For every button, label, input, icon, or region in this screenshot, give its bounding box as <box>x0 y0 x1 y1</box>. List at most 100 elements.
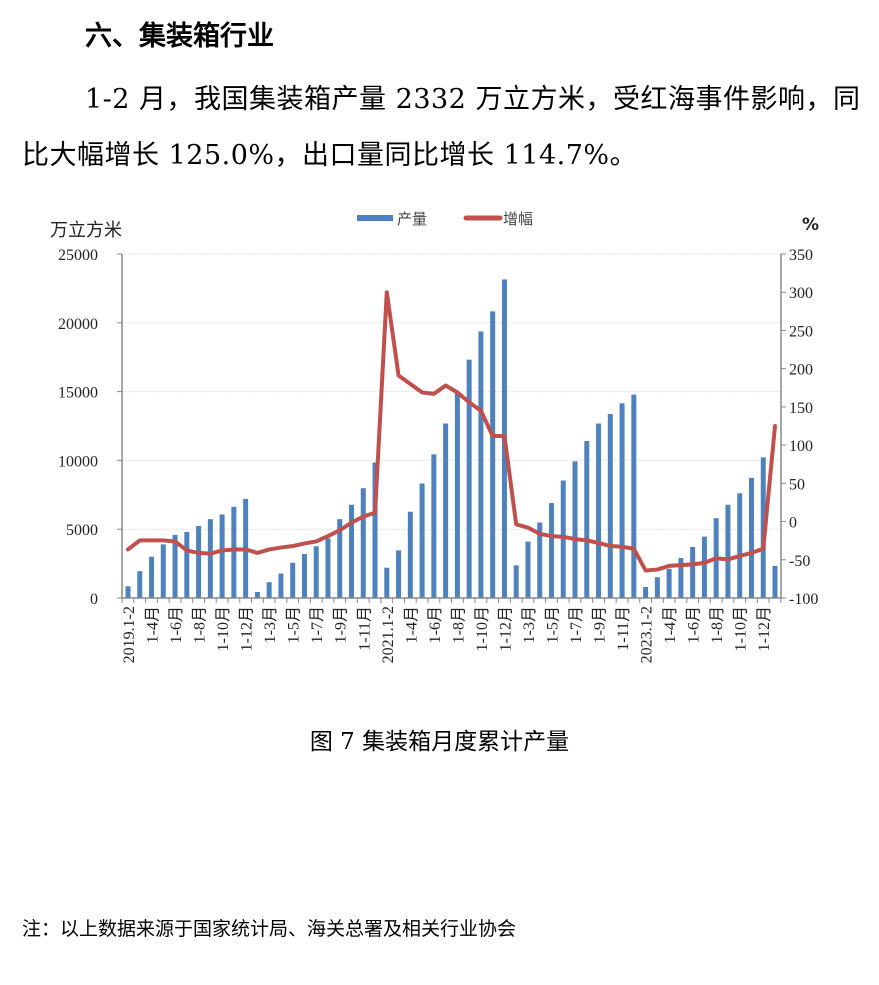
tick-labels: 0 5000 10000 15000 20000 25000 -100 -50 0 50 100 15… <box>58 247 818 663</box>
legend-bar-swatch <box>357 215 393 221</box>
left-axis-title: 万立方米 <box>50 220 122 241</box>
bar <box>560 480 566 598</box>
growth-line <box>126 290 777 573</box>
x-tick-label: 1-9月 <box>592 606 609 643</box>
bar <box>454 392 460 598</box>
figure-caption: 图 7 集装箱月度累计产量 <box>309 729 570 755</box>
bar <box>760 457 766 598</box>
bar <box>584 440 590 598</box>
bar <box>548 503 554 598</box>
bar <box>290 562 296 598</box>
x-tick-label: 1-6月 <box>168 606 185 643</box>
right-tick-label: 350 <box>789 247 813 264</box>
right-tick-label: 100 <box>789 438 813 455</box>
right-tick-label: 250 <box>789 323 813 340</box>
bar <box>537 522 543 598</box>
legend: 产量 增幅 <box>357 210 533 228</box>
bar <box>443 423 449 598</box>
bar <box>478 331 484 598</box>
bar <box>160 544 166 598</box>
x-tick-label: 1-6月 <box>427 606 444 643</box>
left-tick-label: 15000 <box>58 385 98 402</box>
bar <box>184 531 190 598</box>
x-tick-label: 1-9月 <box>333 606 350 643</box>
bar <box>325 538 331 598</box>
bar <box>149 556 155 598</box>
legend-line-label: 增幅 <box>503 210 533 228</box>
bar <box>654 577 660 598</box>
left-tick-label: 5000 <box>66 522 98 539</box>
right-axis-title: % <box>802 215 819 235</box>
bar <box>701 536 707 598</box>
bar <box>643 586 649 598</box>
x-tick-label: 1-8月 <box>192 606 209 643</box>
x-tick-label: 1-11月 <box>615 606 632 651</box>
bar <box>254 591 260 598</box>
bar <box>219 514 225 598</box>
bar <box>266 582 272 598</box>
bar <box>619 403 625 598</box>
x-tick-label: 1-7月 <box>568 606 585 643</box>
bar <box>196 525 202 598</box>
right-tick-label: 50 <box>789 476 805 493</box>
bar <box>431 454 437 598</box>
x-tick-label: 1-3月 <box>521 606 538 643</box>
bar <box>360 488 366 598</box>
bar <box>513 565 519 598</box>
x-tick-label: 1-12月 <box>239 606 256 651</box>
section-heading: 六、集装箱行业 <box>85 21 274 52</box>
bar <box>772 565 778 598</box>
bar <box>525 541 531 598</box>
left-tick-label: 0 <box>90 591 98 608</box>
x-tick-label: 1-10月 <box>474 606 491 651</box>
bar <box>407 511 413 598</box>
bar <box>607 414 613 598</box>
bar <box>137 571 143 598</box>
bar <box>313 546 319 598</box>
bar <box>301 553 307 598</box>
bar <box>125 586 131 598</box>
x-tick-label: 1-10月 <box>215 606 232 651</box>
bar <box>737 493 743 598</box>
bar <box>666 568 672 598</box>
bar <box>466 359 472 598</box>
bar <box>572 461 578 598</box>
footnote: 注：以上数据来源于国家统计局、海关总署及相关行业协会 <box>22 918 517 940</box>
bar <box>384 567 390 598</box>
x-tick-label: 2021.1-2 <box>380 606 397 663</box>
right-tick-label: -100 <box>789 591 818 608</box>
x-tick-label: 1-4月 <box>145 606 162 643</box>
bar <box>748 477 754 598</box>
x-tick-label: 1-8月 <box>709 606 726 643</box>
bar <box>396 550 402 598</box>
right-tick-label: 0 <box>789 515 797 532</box>
x-tick-label: 2019.1-2 <box>121 606 138 663</box>
bar <box>725 504 731 598</box>
left-tick-label: 20000 <box>58 316 98 333</box>
bar-series <box>125 279 778 598</box>
bar <box>207 519 213 598</box>
x-tick-label: 1-6月 <box>686 606 703 643</box>
x-tick-label: 1-7月 <box>309 606 326 643</box>
right-tick-label: 150 <box>789 400 813 417</box>
bar <box>596 423 602 598</box>
bar <box>349 504 355 598</box>
bar <box>678 558 684 598</box>
axes <box>117 253 786 603</box>
x-tick-label: 1-12月 <box>497 606 514 651</box>
x-tick-label: 1-8月 <box>450 606 467 643</box>
x-tick-label: 1-12月 <box>756 606 773 651</box>
x-tick-label: 1-5月 <box>544 606 561 643</box>
x-tick-label: 1-4月 <box>403 606 420 643</box>
right-tick-label: 200 <box>789 362 813 379</box>
bar <box>278 573 284 598</box>
x-tick-label: 2023.1-2 <box>639 606 656 663</box>
x-tick-label: 1-10月 <box>733 606 750 651</box>
x-tick-label: 1-3月 <box>262 606 279 643</box>
bar <box>172 534 178 598</box>
x-tick-label: 1-5月 <box>286 606 303 643</box>
bar <box>490 311 496 598</box>
x-tick-label: 1-11月 <box>356 606 373 651</box>
line-series <box>126 290 777 573</box>
